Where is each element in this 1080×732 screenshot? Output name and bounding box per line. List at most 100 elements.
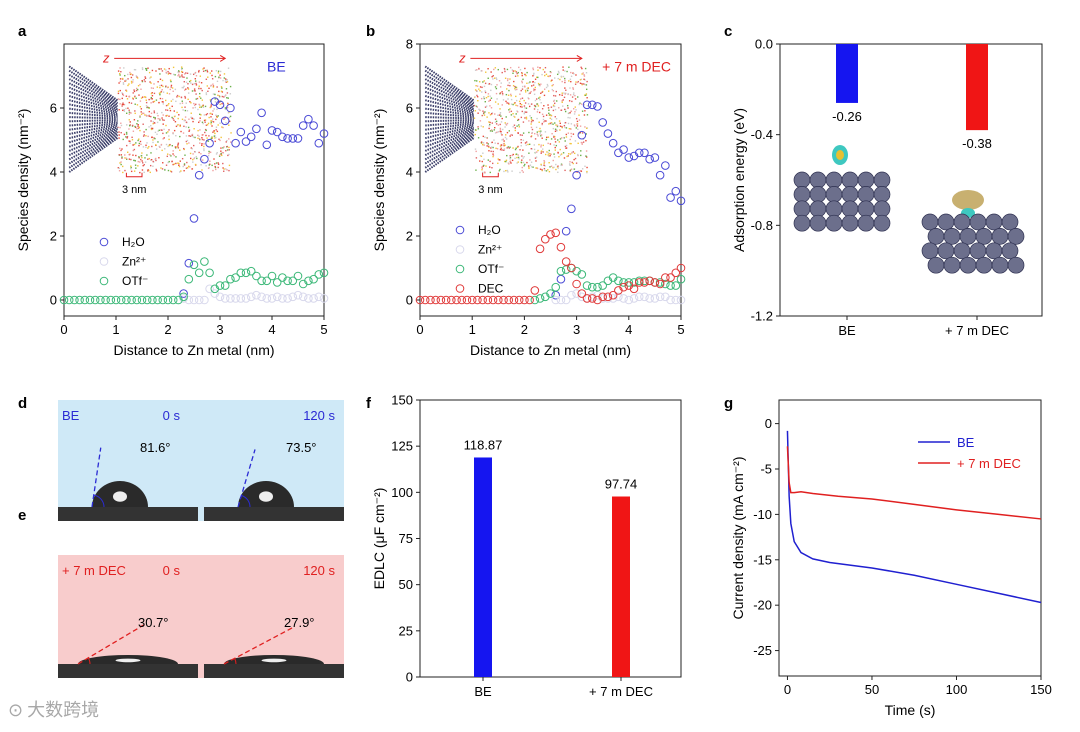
molecule-dot: [476, 106, 478, 108]
molecule-dot: [145, 69, 148, 71]
molecule-dot: [181, 102, 184, 104]
molecule-dot: [224, 107, 227, 109]
molecule-dot: [187, 83, 189, 85]
molecule-dot: [522, 139, 525, 142]
data-point-HO: [226, 103, 235, 113]
data-point-HO: [319, 129, 329, 138]
molecule-dot: [177, 74, 179, 77]
molecule-dot: [536, 133, 538, 135]
molecule-dot: [150, 158, 153, 161]
molecule-dot: [540, 102, 542, 104]
molecule-dot: [475, 169, 477, 171]
molecule-dot: [565, 133, 568, 136]
molecule-dot: [165, 104, 168, 107]
z-axis-label: z: [102, 50, 110, 65]
molecule-dot: [573, 152, 576, 155]
data-point-Zn: [267, 294, 277, 303]
molecule-dot: [225, 81, 227, 83]
molecule-dot: [514, 116, 516, 118]
molecule-dot: [529, 115, 531, 117]
molecule-dot: [152, 165, 154, 167]
molecule-dot: [560, 163, 563, 165]
molecule-dot: [119, 126, 121, 129]
molecule-dot: [128, 158, 131, 160]
molecule-dot: [525, 107, 528, 109]
molecule-dot: [586, 80, 588, 83]
y-tick-label: -10: [753, 507, 772, 522]
molecule-dot: [222, 126, 224, 129]
molecule-dot: [524, 142, 527, 144]
molecule-dot: [513, 80, 515, 83]
data-point-OTf: [262, 276, 272, 286]
molecule-dot: [205, 165, 207, 167]
molecule-dot: [189, 135, 192, 137]
molecule-dot: [138, 126, 141, 129]
molecule-dot: [543, 121, 545, 123]
molecule-dot: [120, 131, 122, 134]
data-point-Zn: [608, 294, 618, 303]
molecule-dot: [564, 81, 566, 84]
molecule-dot: [150, 124, 152, 127]
molecule-dot: [153, 110, 155, 112]
zn-atom: [985, 242, 1003, 260]
molecule-dot: [535, 167, 537, 169]
molecule-dot: [122, 83, 125, 85]
panel-label-e: e: [18, 507, 26, 524]
molecule-dot: [192, 144, 195, 147]
y-tick-label: 0: [50, 293, 57, 308]
molecule-dot: [571, 152, 573, 154]
molecule-dot: [570, 110, 572, 113]
data-point-HO: [598, 118, 608, 127]
molecule-dot: [534, 81, 536, 84]
molecule-dot: [201, 136, 203, 139]
molecule-dot: [534, 151, 537, 154]
x-tick-label: 2: [164, 322, 171, 337]
molecule-dot: [514, 87, 516, 90]
molecule-dot: [535, 126, 538, 129]
molecule-dot: [202, 70, 205, 72]
condition-label: BE: [267, 58, 286, 74]
data-point-HO: [661, 161, 670, 170]
molecule-dot: [184, 106, 186, 108]
molecule-dot: [573, 158, 575, 161]
molecule-dot: [201, 99, 204, 101]
molecule-dot: [498, 170, 501, 172]
data-point-DEC: [509, 295, 519, 305]
molecule-dot: [507, 146, 509, 148]
molecule-dot: [214, 75, 217, 78]
molecule-dot: [585, 127, 588, 129]
molecule-dot: [120, 149, 122, 152]
molecule-dot: [484, 111, 486, 113]
molecule-dot: [529, 159, 531, 161]
molecule-dot: [536, 167, 539, 170]
molecule-dot: [148, 126, 150, 128]
legend-marker: [99, 276, 109, 286]
molecule-dot: [210, 116, 212, 118]
zn-atom: [937, 242, 955, 260]
molecule-dot: [151, 98, 154, 100]
molecule-dot: [119, 80, 122, 83]
molecule-dot: [559, 129, 561, 131]
molecule-dot: [524, 163, 526, 166]
molecule-dot: [540, 144, 542, 146]
molecule-dot: [179, 124, 181, 127]
molecule-dot: [123, 109, 125, 111]
molecule-dot: [534, 88, 536, 91]
data-point-OTf: [179, 292, 188, 302]
molecule-dot: [506, 102, 508, 104]
molecule-dot: [504, 70, 506, 73]
molecule-dot: [217, 115, 219, 117]
molecule-dot: [543, 105, 545, 107]
molecule-dot: [537, 108, 539, 111]
molecule-dot: [150, 128, 153, 131]
molecule-dot: [578, 119, 581, 121]
molecule-dot: [226, 149, 229, 151]
molecule-dot: [163, 119, 165, 121]
molecule-dot: [517, 161, 519, 163]
molecule-dot: [156, 86, 159, 88]
molecule-dot: [501, 139, 503, 141]
molecule-dot: [508, 163, 510, 165]
molecule-dot: [567, 122, 570, 125]
molecule-dot: [500, 147, 502, 149]
molecule-dot: [179, 149, 181, 151]
